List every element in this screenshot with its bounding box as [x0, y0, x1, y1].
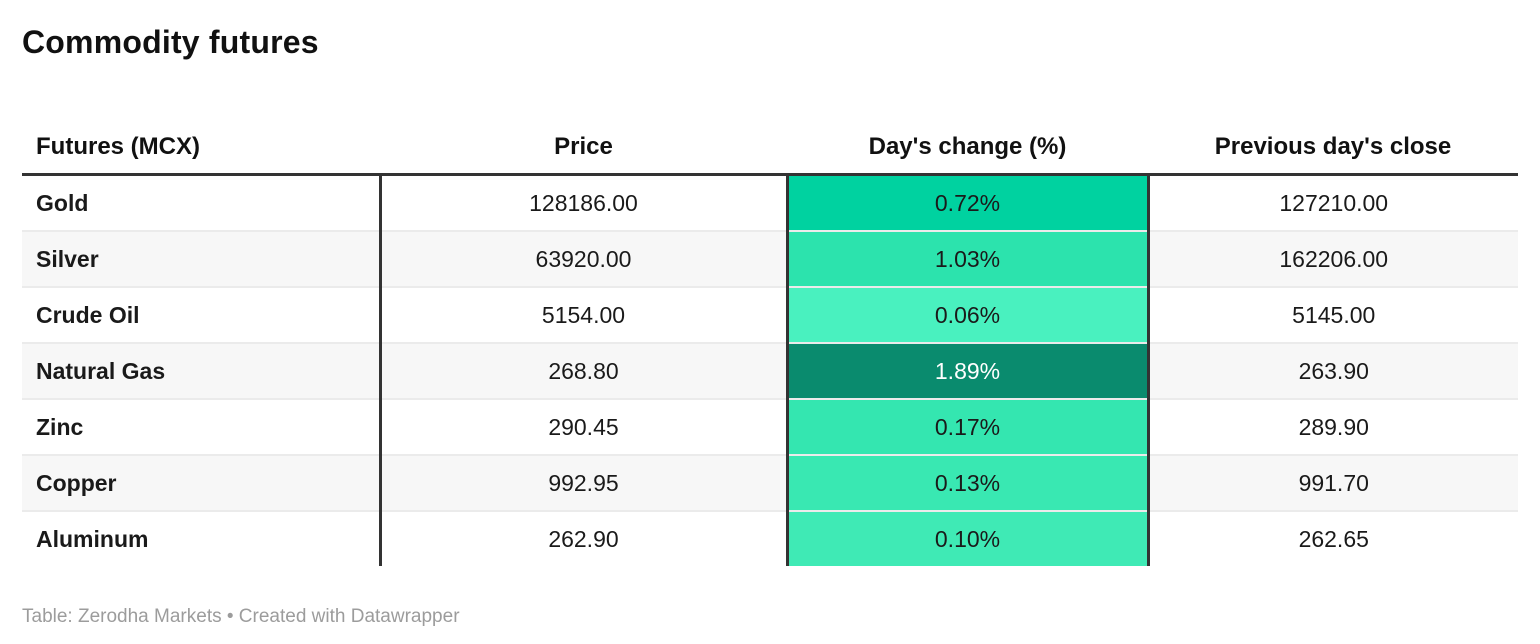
- day-change-cell: 0.06%: [785, 286, 1150, 343]
- table-row-copper: Copper 992.95 0.13% 991.70: [22, 454, 1518, 511]
- table-row-aluminum: Aluminum 262.90 0.10% 262.65: [22, 510, 1518, 566]
- column-header-futures: Futures (MCX): [22, 120, 380, 176]
- price-value: 992.95: [380, 454, 787, 511]
- table-row-natural-gas: Natural Gas 268.80 1.89% 263.90: [22, 342, 1518, 399]
- commodity-name: Copper: [22, 454, 382, 511]
- commodity-name: Natural Gas: [22, 342, 382, 399]
- prev-close-value: 263.90: [1148, 342, 1518, 399]
- prev-close-value: 5145.00: [1148, 286, 1518, 343]
- day-change-cell: 0.72%: [785, 174, 1150, 231]
- table-row-gold: Gold 128186.00 0.72% 127210.00: [22, 174, 1518, 231]
- column-header-price: Price: [380, 120, 787, 176]
- table-body: Gold 128186.00 0.72% 127210.00 Silver 63…: [22, 174, 1518, 566]
- commodity-name: Zinc: [22, 398, 382, 455]
- table-header: Futures (MCX) Price Day's change (%) Pre…: [22, 120, 1518, 176]
- table-row-zinc: Zinc 290.45 0.17% 289.90: [22, 398, 1518, 455]
- prev-close-value: 289.90: [1148, 398, 1518, 455]
- day-change-cell: 0.13%: [785, 454, 1150, 511]
- price-value: 63920.00: [380, 230, 787, 287]
- day-change-cell: 1.89%: [785, 342, 1150, 399]
- price-value: 290.45: [380, 398, 787, 455]
- prev-close-value: 127210.00: [1279, 189, 1389, 216]
- prev-close-value: 991.70: [1148, 454, 1518, 511]
- price-value: 268.80: [380, 342, 787, 399]
- column-header-day-change: Day's change (%): [787, 120, 1148, 176]
- prev-close-value: 262.65: [1148, 510, 1518, 566]
- page-title: Commodity futures: [22, 24, 319, 60]
- day-change-cell: 0.17%: [785, 398, 1150, 455]
- table-row-silver: Silver 63920.00 1.03% 162206.00: [22, 230, 1518, 287]
- table-row-crude-oil: Crude Oil 5154.00 0.06% 5145.00: [22, 286, 1518, 343]
- price-value: 262.90: [380, 510, 787, 566]
- prev-close-value: 162206.00: [1148, 230, 1518, 287]
- commodity-futures-table: Futures (MCX) Price Day's change (%) Pre…: [22, 120, 1518, 566]
- commodity-name: Aluminum: [22, 510, 382, 566]
- price-value: 128186.00: [529, 189, 638, 216]
- price-value: 5154.00: [380, 286, 787, 343]
- commodity-name: Gold: [22, 174, 382, 231]
- commodity-name: Silver: [22, 230, 382, 287]
- day-change-cell: 1.03%: [785, 230, 1150, 287]
- commodity-name: Crude Oil: [22, 286, 382, 343]
- day-change-cell: 0.10%: [785, 510, 1150, 566]
- column-header-prev-close: Previous day's close: [1148, 120, 1518, 176]
- header-row: Futures (MCX) Price Day's change (%) Pre…: [22, 120, 1518, 176]
- attribution-text: Table: Zerodha Markets • Created with Da…: [22, 606, 460, 627]
